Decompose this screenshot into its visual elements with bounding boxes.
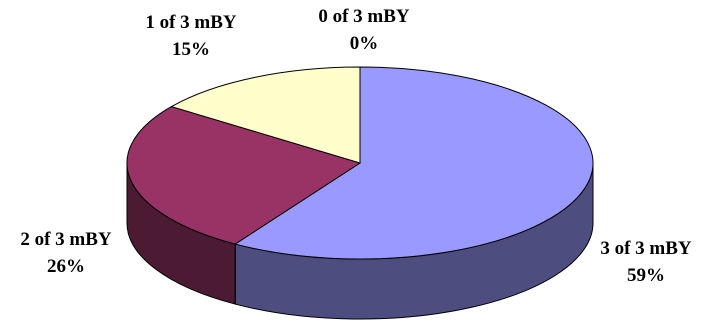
slice-pct-0of3: 0% xyxy=(350,33,379,54)
slice-label-2of3: 2 of 3 mBY xyxy=(20,229,112,250)
slice-label-1of3: 1 of 3 mBY xyxy=(145,12,237,33)
slice-pct-1of3: 15% xyxy=(172,39,210,60)
pie-slice-top-2 xyxy=(170,66,361,164)
slice-pct-2of3: 26% xyxy=(47,256,85,277)
pie-slice-top-0 xyxy=(233,66,594,260)
pie-slice-top-1 xyxy=(126,106,362,245)
slice-label-0of3: 0 of 3 mBY xyxy=(318,6,410,27)
slice-pct-3of3: 59% xyxy=(627,265,665,286)
pie-labels: 3 of 3 mBY 59% 2 of 3 mBY 26% 1 of 3 mBY… xyxy=(20,6,692,286)
slice-label-3of3: 3 of 3 mBY xyxy=(600,238,692,259)
pie-tops xyxy=(126,66,594,260)
